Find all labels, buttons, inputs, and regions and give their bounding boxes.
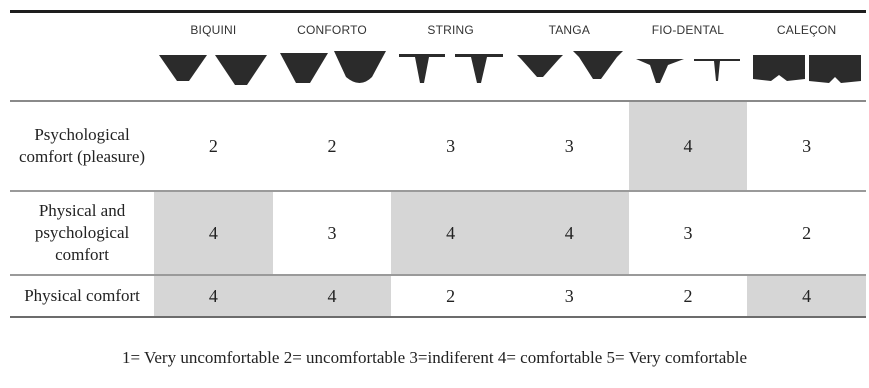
row-label: Psychological comfort (pleasure) xyxy=(10,101,155,192)
table-row: Physical and psychological comfort 4 3 4… xyxy=(10,191,866,276)
header-cell-calecon: CALEÇON xyxy=(747,13,866,102)
tanga-icon xyxy=(510,47,629,91)
value-cell: 3 xyxy=(509,275,629,318)
table-row: Psychological comfort (pleasure) 2 2 3 3… xyxy=(10,101,866,192)
value-cell: 3 xyxy=(747,101,866,192)
value-cell: 2 xyxy=(154,101,273,192)
header-row: BIQUINI CONFORTO STRING xyxy=(10,13,866,102)
value-cell: 3 xyxy=(628,191,748,276)
value-cell: 4 xyxy=(391,191,510,276)
value-cell: 4 xyxy=(154,191,273,276)
category-label: TANGA xyxy=(548,23,591,37)
value-cell: 2 xyxy=(747,191,866,276)
category-label: CALEÇON xyxy=(776,23,837,37)
category-label: FIO-DENTAL xyxy=(651,23,725,37)
value-cell: 4 xyxy=(509,191,629,276)
biquini-icon xyxy=(154,47,273,91)
corner-cell xyxy=(10,13,155,102)
calecon-icon xyxy=(747,47,866,91)
value-cell: 4 xyxy=(628,101,748,192)
header-cell-conforto: CONFORTO xyxy=(272,13,392,102)
value-cell: 2 xyxy=(272,101,392,192)
value-cell: 4 xyxy=(272,275,392,318)
value-cell: 2 xyxy=(391,275,510,318)
string-icon xyxy=(391,47,510,91)
fio-dental-icon xyxy=(629,47,748,91)
table-top-rule xyxy=(10,10,866,13)
category-label: BIQUINI xyxy=(190,23,237,37)
header-cell-tanga: TANGA xyxy=(509,13,629,102)
comfort-table: BIQUINI CONFORTO STRING xyxy=(10,13,866,318)
value-cell: 4 xyxy=(154,275,273,318)
value-cell: 3 xyxy=(391,101,510,192)
header-cell-biquini: BIQUINI xyxy=(154,13,273,102)
scale-legend: 1= Very uncomfortable 2= uncomfortable 3… xyxy=(121,348,748,367)
header-cell-string: STRING xyxy=(391,13,510,102)
table-row: Physical comfort 4 4 2 3 2 4 xyxy=(10,275,866,318)
value-cell: 3 xyxy=(509,101,629,192)
value-cell: 3 xyxy=(272,191,392,276)
category-label: CONFORTO xyxy=(297,23,367,37)
row-label: Physical and psychological comfort xyxy=(10,191,155,276)
category-label: STRING xyxy=(427,23,474,37)
value-cell: 4 xyxy=(747,275,866,318)
conforto-icon xyxy=(273,47,392,91)
comfort-table-container: BIQUINI CONFORTO STRING xyxy=(10,10,866,318)
row-label: Physical comfort xyxy=(10,275,155,318)
value-cell: 2 xyxy=(628,275,748,318)
header-cell-fio-dental: FIO-DENTAL xyxy=(628,13,748,102)
